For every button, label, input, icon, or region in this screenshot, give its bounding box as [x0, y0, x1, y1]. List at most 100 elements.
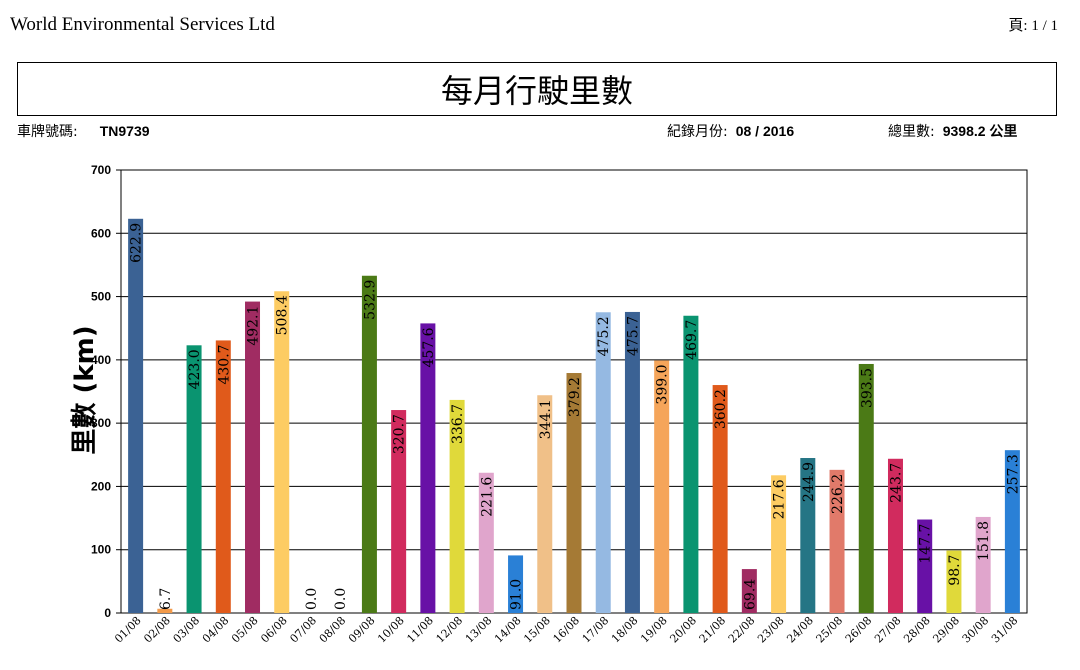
bar-20-08	[683, 315, 699, 613]
x-tick-label: 19/08	[638, 614, 670, 646]
bar-23-08	[771, 475, 787, 613]
x-tick-label: 05/08	[229, 614, 261, 646]
y-tick-label: 0	[104, 606, 111, 620]
bar-19-08	[654, 360, 670, 613]
data-label: 6.7	[158, 588, 174, 610]
y-tick-label: 400	[91, 353, 111, 367]
total-info: 總里數: 9398.2 公里	[888, 121, 1017, 141]
bar-04-08	[215, 340, 231, 613]
page-indicator: 頁: 1 / 1	[1008, 14, 1058, 35]
data-label: 379.2	[567, 377, 583, 417]
month-info: 紀錄月份: 08 / 2016	[667, 121, 794, 141]
bar-31-08	[1004, 450, 1020, 613]
data-label: 423.0	[187, 349, 203, 389]
data-label: 492.1	[246, 306, 262, 346]
y-tick-label: 700	[91, 163, 111, 177]
bar-12-08	[449, 399, 465, 613]
data-label: 221.6	[479, 477, 495, 517]
data-label: 91.0	[509, 579, 525, 610]
x-tick-label: 18/08	[609, 614, 641, 646]
data-label: 226.2	[830, 474, 846, 514]
page-value: 1 / 1	[1031, 18, 1058, 34]
data-label: 622.9	[129, 223, 145, 263]
y-tick-label: 600	[91, 226, 111, 240]
x-tick-label: 08/08	[317, 614, 349, 646]
y-tick-label: 200	[91, 479, 111, 493]
x-tick-label: 12/08	[434, 614, 466, 646]
x-tick-label: 31/08	[989, 614, 1021, 646]
data-label: 475.2	[596, 316, 612, 356]
bar-16-08	[566, 373, 582, 613]
total-label: 總里數:	[888, 124, 935, 140]
data-label: 360.2	[713, 389, 729, 429]
bar-27-08	[887, 458, 903, 613]
x-tick-label: 02/08	[141, 614, 173, 646]
data-label: 243.7	[888, 463, 904, 503]
x-tick-label: 25/08	[814, 614, 846, 646]
bar-01-08	[128, 218, 144, 614]
data-label: 320.7	[392, 414, 408, 454]
report-title: 每月行駛里數	[440, 72, 633, 110]
bar-02-08	[157, 608, 173, 613]
x-tick-label: 15/08	[521, 614, 553, 646]
mileage-bar-chart: 0 100 200 300 400 500 600 700 622.9 01/08 6.7 02/08…	[91, 163, 1028, 646]
bar-29-08	[946, 550, 962, 613]
x-tick-label: 23/08	[755, 614, 787, 646]
data-label: 393.5	[859, 368, 875, 408]
total-value: 9398.2 公里	[942, 123, 1018, 139]
bar-22-08	[741, 569, 757, 613]
y-tick-label: 500	[91, 290, 111, 304]
x-tick-label: 06/08	[258, 614, 290, 646]
bar-17-08	[595, 312, 611, 613]
data-label: 0.0	[333, 588, 349, 610]
data-label: 147.7	[918, 524, 934, 564]
plate-label: 車牌號碼:	[17, 124, 78, 140]
x-tick-label: 30/08	[960, 614, 992, 646]
bar-05-08	[245, 301, 261, 613]
data-label: 344.1	[538, 399, 554, 439]
data-label: 336.7	[450, 404, 466, 444]
data-label: 532.9	[362, 280, 378, 320]
x-tick-label: 27/08	[872, 614, 904, 646]
bar-21-08	[712, 385, 728, 613]
data-label: 98.7	[947, 555, 963, 586]
x-tick-label: 14/08	[492, 614, 524, 646]
data-label: 469.7	[684, 320, 700, 360]
x-tick-label: 16/08	[551, 614, 583, 646]
plate-value: TN9739	[99, 123, 150, 139]
y-tick-label: 300	[91, 416, 111, 430]
x-tick-label: 28/08	[901, 614, 933, 646]
data-label: 69.4	[742, 579, 758, 610]
bar-13-08	[478, 472, 494, 613]
x-tick-label: 17/08	[580, 614, 612, 646]
company-name: World Environmental Services Ltd	[10, 14, 275, 35]
bar-03-08	[186, 345, 202, 613]
data-label: 151.8	[976, 521, 992, 561]
bar-10-08	[391, 410, 407, 613]
data-label: 217.6	[772, 479, 788, 519]
bar-30-08	[975, 516, 991, 613]
data-label: 457.6	[421, 327, 437, 367]
bar-11-08	[420, 323, 436, 613]
x-tick-label: 04/08	[200, 614, 232, 646]
bar-18-08	[624, 311, 640, 613]
data-label: 475.7	[625, 316, 641, 356]
x-tick-label: 03/08	[171, 614, 203, 646]
bar-24-08	[800, 458, 816, 613]
data-label: 0.0	[304, 588, 320, 610]
bar-06-08	[274, 291, 290, 613]
plate-info: 車牌號碼: TN9739	[17, 121, 150, 141]
data-label: 508.4	[275, 295, 291, 335]
x-tick-label: 29/08	[930, 614, 962, 646]
month-label: 紀錄月份:	[667, 124, 728, 140]
report-title-box: 每月行駛里數	[17, 62, 1057, 116]
data-label: 244.9	[801, 462, 817, 502]
bar-09-08	[361, 275, 377, 613]
x-tick-label: 20/08	[667, 614, 699, 646]
bar-14-08	[508, 555, 524, 613]
page-label: 頁:	[1008, 18, 1028, 34]
x-tick-label: 01/08	[112, 614, 144, 646]
data-label: 257.3	[1005, 454, 1021, 494]
data-label: 430.7	[216, 344, 232, 384]
x-tick-label: 13/08	[463, 614, 495, 646]
